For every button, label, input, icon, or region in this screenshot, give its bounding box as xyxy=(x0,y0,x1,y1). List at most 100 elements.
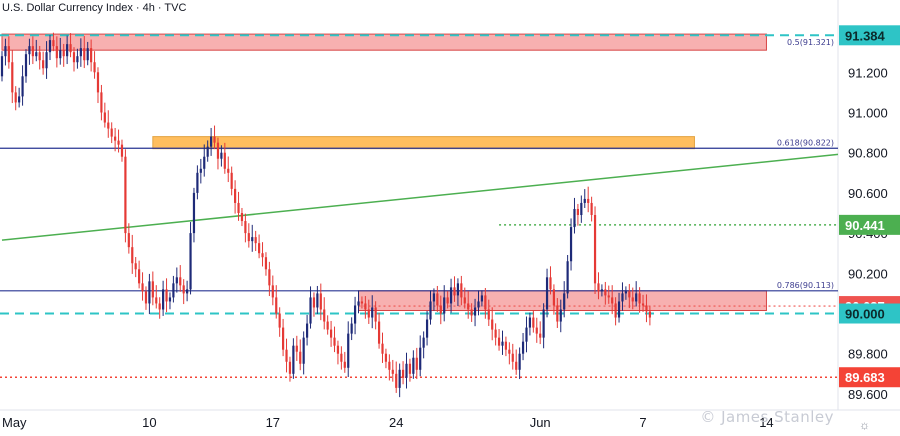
candle-body xyxy=(580,202,583,216)
candle-body xyxy=(223,152,226,169)
candle-body xyxy=(597,283,600,292)
candle-body xyxy=(497,337,501,346)
candle-body xyxy=(552,289,556,306)
candle-body xyxy=(323,309,326,322)
candle-body xyxy=(511,353,514,362)
candle-body xyxy=(141,283,144,292)
fib-label-0: 0.5(91.321) xyxy=(787,38,834,47)
x-tick-label: 24 xyxy=(389,415,403,430)
candle-body xyxy=(545,277,549,310)
candle-body xyxy=(192,192,196,234)
zone-rect-2 xyxy=(358,290,767,311)
candle-body xyxy=(240,213,244,222)
candle-body xyxy=(305,323,309,338)
candle-body xyxy=(151,281,154,298)
candle-body xyxy=(357,301,360,306)
watermark-text: © James Stanley xyxy=(700,408,834,426)
candle-body xyxy=(227,168,230,173)
candle-body xyxy=(35,52,38,57)
candle-body xyxy=(48,40,52,53)
candle-body xyxy=(103,112,106,123)
candle-body xyxy=(292,345,295,374)
candle-body xyxy=(566,261,569,294)
candle-body xyxy=(535,327,538,334)
candle-body xyxy=(628,291,631,298)
candle-body xyxy=(525,327,528,342)
candle-body xyxy=(604,289,607,296)
candle-body xyxy=(251,237,254,242)
candle-body xyxy=(515,361,518,370)
candle-body xyxy=(281,327,285,350)
candle-body xyxy=(66,44,69,57)
candle-body xyxy=(316,293,319,308)
candle-body xyxy=(381,343,384,354)
candle-body xyxy=(220,152,223,159)
candle-body xyxy=(491,319,494,330)
candle-body xyxy=(429,301,432,320)
y-tick-label: 90.600 xyxy=(848,186,888,201)
price-badge-3 xyxy=(839,303,900,324)
candle-body xyxy=(93,62,96,73)
candle-body xyxy=(96,72,100,93)
price-badge-label-0: 91.384 xyxy=(845,28,886,43)
x-tick-label: 17 xyxy=(266,415,280,430)
price-badge-label-4: 89.683 xyxy=(845,370,885,385)
candle-body xyxy=(326,321,329,330)
candle-body xyxy=(0,56,4,77)
candle-body xyxy=(117,140,120,145)
price-badge-1 xyxy=(839,214,900,235)
candle-body xyxy=(395,373,398,388)
candle-body xyxy=(155,297,158,304)
candle-body xyxy=(590,202,593,216)
candle-body xyxy=(333,337,336,346)
candle-body xyxy=(203,156,206,169)
settings-gear-icon[interactable]: ☼ xyxy=(859,418,870,432)
candle-body xyxy=(148,281,151,304)
candle-body xyxy=(576,208,580,216)
candle-body xyxy=(600,289,603,292)
candle-body xyxy=(398,369,401,388)
candle-body xyxy=(593,215,597,284)
candle-body xyxy=(285,349,288,362)
candle-body xyxy=(162,289,165,310)
candle-body xyxy=(59,50,62,59)
candle-body xyxy=(353,305,357,324)
candle-body xyxy=(309,297,312,324)
candle-body xyxy=(52,40,55,47)
fib-label-2: 0.786(90.113) xyxy=(777,281,834,290)
candle-body xyxy=(100,92,103,113)
candle-body xyxy=(446,297,449,304)
candle-body xyxy=(563,293,566,310)
x-tick-label: 14 xyxy=(759,415,773,430)
candle-body xyxy=(641,303,645,306)
chart-title: U.S. Dollar Currency Index · 4h · TVC xyxy=(2,2,187,14)
candle-body xyxy=(573,208,576,228)
candle-body xyxy=(72,52,76,63)
candle-body xyxy=(120,144,124,157)
candle-body xyxy=(302,337,305,364)
candle-body xyxy=(268,269,271,286)
candle-body xyxy=(110,128,113,137)
candle-body xyxy=(422,337,425,348)
candle-body xyxy=(230,172,233,189)
candle-body xyxy=(329,329,333,338)
candle-body xyxy=(237,202,240,213)
candle-body xyxy=(542,309,545,338)
candle-body xyxy=(11,62,14,93)
candle-body xyxy=(377,321,381,344)
candle-body xyxy=(607,295,610,298)
candle-body xyxy=(31,46,34,57)
candle-body xyxy=(14,92,17,103)
candle-body xyxy=(439,305,442,314)
candle-body xyxy=(350,323,353,334)
candle-body xyxy=(443,297,446,314)
candle-body xyxy=(76,56,79,63)
candle-body xyxy=(278,313,281,328)
price-badge-4 xyxy=(839,367,900,388)
candle-body xyxy=(319,293,322,310)
candle-body xyxy=(569,227,573,262)
candle-body xyxy=(45,52,48,69)
candle-body xyxy=(480,295,484,302)
